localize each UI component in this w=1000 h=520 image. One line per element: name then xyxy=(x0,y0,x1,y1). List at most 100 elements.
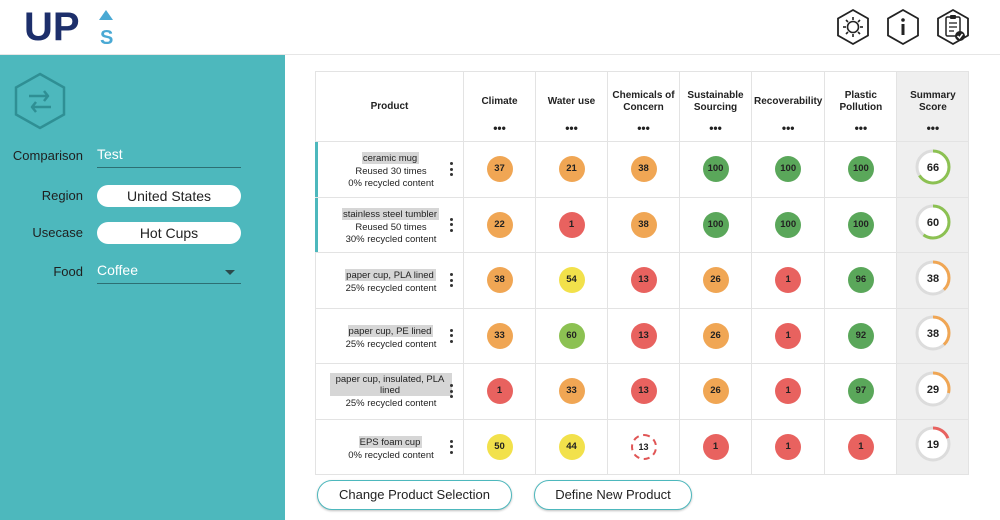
summary-score-ring[interactable]: 29 xyxy=(914,370,952,408)
column-options-icon[interactable]: ••• xyxy=(926,121,940,135)
score-cell-chemicals-of-concern: 38 xyxy=(607,196,680,253)
score-badge[interactable]: 13 xyxy=(630,433,657,460)
column-header-water-use[interactable]: Water use ••• xyxy=(535,71,608,142)
usecase-select[interactable]: Hot Cups xyxy=(97,222,241,244)
more-options-icon[interactable] xyxy=(450,217,453,232)
score-badge[interactable]: 33 xyxy=(486,322,513,349)
score-badge[interactable]: 26 xyxy=(702,267,729,294)
score-badge[interactable]: 1 xyxy=(702,433,729,460)
more-options-icon[interactable] xyxy=(450,162,453,177)
define-new-product-button[interactable]: Define New Product xyxy=(534,480,692,510)
column-header-recoverability[interactable]: Recoverability ••• xyxy=(750,71,826,142)
column-header-label: Plastic Pollution xyxy=(839,89,883,113)
score-badge[interactable]: 38 xyxy=(630,211,657,238)
info-icon[interactable] xyxy=(884,8,922,46)
score-badge[interactable]: 33 xyxy=(558,378,585,405)
food-dropdown[interactable]: Coffee xyxy=(97,260,241,284)
product-cell[interactable]: ceramic mug Reused 30 times 0% recycled co… xyxy=(315,141,464,198)
score-badge[interactable]: 1 xyxy=(775,322,802,349)
score-badge[interactable]: 96 xyxy=(847,267,874,294)
score-cell-climate: 22 xyxy=(463,196,536,253)
product-cell[interactable]: EPS foam cup 0% recycled content xyxy=(315,418,464,475)
score-badge[interactable]: 100 xyxy=(847,211,874,238)
table-row: paper cup, PE lined 25% recycled content 3… xyxy=(315,307,970,364)
column-header-chemicals-of-concern[interactable]: Chemicals of Concern ••• xyxy=(607,71,680,142)
score-badge[interactable]: 13 xyxy=(630,378,657,405)
product-detail: 25% recycled content xyxy=(345,338,437,350)
more-options-icon[interactable] xyxy=(450,439,453,454)
score-badge[interactable]: 100 xyxy=(775,156,802,183)
column-header-product: Product xyxy=(315,71,464,142)
more-options-icon[interactable] xyxy=(450,273,453,288)
score-badge[interactable]: 1 xyxy=(775,378,802,405)
column-header-plastic-pollution[interactable]: Plastic Pollution ••• xyxy=(824,71,898,142)
column-options-icon[interactable]: ••• xyxy=(709,121,722,135)
summary-score-ring[interactable]: 66 xyxy=(914,148,952,186)
score-badge[interactable]: 44 xyxy=(558,433,585,460)
product-detail: 0% recycled content xyxy=(348,449,434,461)
summary-score-value: 38 xyxy=(927,273,939,285)
score-badge[interactable]: 26 xyxy=(702,322,729,349)
clipboard-check-icon[interactable] xyxy=(934,8,972,46)
app-logo[interactable]: UP S xyxy=(24,5,120,49)
summary-score-ring[interactable]: 60 xyxy=(914,203,952,241)
score-badge[interactable]: 26 xyxy=(702,378,729,405)
column-options-icon[interactable]: ••• xyxy=(565,121,578,135)
table-row: paper cup, PLA lined 25% recycled content… xyxy=(315,252,970,309)
score-badge[interactable]: 97 xyxy=(847,378,874,405)
score-badge[interactable]: 13 xyxy=(630,267,657,294)
column-header-summary-score[interactable]: Summary Score ••• xyxy=(896,71,970,142)
score-badge[interactable]: 100 xyxy=(775,211,802,238)
change-product-selection-button[interactable]: Change Product Selection xyxy=(317,480,512,510)
score-badge[interactable]: 1 xyxy=(558,211,585,238)
settings-gear-icon[interactable] xyxy=(834,8,872,46)
score-cell-water-use: 54 xyxy=(535,252,608,309)
column-options-icon[interactable]: ••• xyxy=(854,121,868,135)
score-badge[interactable]: 60 xyxy=(558,322,585,349)
column-header-label: Sustainable Sourcing xyxy=(687,89,744,113)
score-badge[interactable]: 38 xyxy=(486,267,513,294)
score-badge[interactable]: 1 xyxy=(486,378,513,405)
score-badge[interactable]: 37 xyxy=(486,156,513,183)
score-badge[interactable]: 21 xyxy=(558,156,585,183)
region-select[interactable]: United States xyxy=(97,185,241,207)
product-cell[interactable]: stainless steel tumbler Reused 50 times 30… xyxy=(315,196,464,253)
summary-score-ring[interactable]: 38 xyxy=(914,314,952,352)
column-header-climate[interactable]: Climate ••• xyxy=(463,71,536,142)
table-header-row: Product Climate ••• Water use ••• Chemicals o… xyxy=(315,71,970,142)
usecase-label: Usecase xyxy=(32,225,83,240)
more-options-icon[interactable] xyxy=(450,328,453,343)
column-options-icon[interactable]: ••• xyxy=(493,121,506,135)
product-cell[interactable]: paper cup, insulated, PLA lined 25% recyc… xyxy=(315,363,464,420)
summary-score-ring[interactable]: 19 xyxy=(914,425,952,463)
score-badge[interactable]: 38 xyxy=(630,156,657,183)
product-cell[interactable]: paper cup, PLA lined 25% recycled content xyxy=(315,252,464,309)
column-header-sustainable-sourcing[interactable]: Sustainable Sourcing ••• xyxy=(679,71,752,142)
summary-score-cell: 38 xyxy=(896,252,970,309)
score-badge[interactable]: 50 xyxy=(486,433,513,460)
score-cell-climate: 37 xyxy=(463,141,536,198)
score-badge[interactable]: 92 xyxy=(847,322,874,349)
score-cell-sustainable-sourcing: 26 xyxy=(679,252,752,309)
score-cell-water-use: 21 xyxy=(535,141,608,198)
score-badge[interactable]: 54 xyxy=(558,267,585,294)
score-badge[interactable]: 22 xyxy=(486,211,513,238)
column-options-icon[interactable]: ••• xyxy=(637,121,650,135)
comparison-input[interactable]: Test xyxy=(97,144,241,168)
score-badge[interactable]: 100 xyxy=(702,211,729,238)
score-cell-sustainable-sourcing: 100 xyxy=(679,141,752,198)
score-badge[interactable]: 1 xyxy=(775,267,802,294)
score-badge[interactable]: 13 xyxy=(630,322,657,349)
summary-score-ring[interactable]: 38 xyxy=(914,259,952,297)
score-cell-plastic-pollution: 100 xyxy=(824,141,898,198)
more-options-icon[interactable] xyxy=(450,384,453,399)
column-options-icon[interactable]: ••• xyxy=(781,121,795,135)
score-badge[interactable]: 1 xyxy=(847,433,874,460)
product-detail: Reused 50 times xyxy=(355,221,427,233)
score-cell-climate: 1 xyxy=(463,363,536,420)
score-badge[interactable]: 100 xyxy=(847,156,874,183)
table-body: ceramic mug Reused 30 times 0% recycled co… xyxy=(315,141,970,475)
product-cell[interactable]: paper cup, PE lined 25% recycled content xyxy=(315,307,464,364)
score-badge[interactable]: 1 xyxy=(775,433,802,460)
score-badge[interactable]: 100 xyxy=(702,156,729,183)
